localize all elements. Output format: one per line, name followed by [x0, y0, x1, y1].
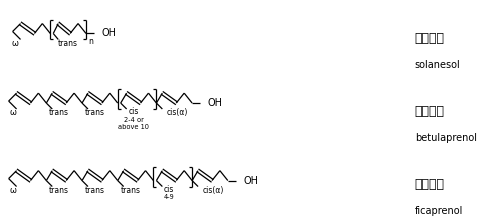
Text: trans: trans: [85, 186, 105, 195]
Text: betulaprenol: betulaprenol: [414, 133, 477, 143]
Text: 2-4 or: 2-4 or: [124, 117, 144, 123]
Text: solanesol: solanesol: [414, 60, 460, 70]
Text: OH: OH: [208, 98, 223, 108]
Text: 茄尼醇型: 茄尼醇型: [414, 32, 445, 45]
Text: OH: OH: [102, 29, 117, 39]
Text: trans: trans: [85, 109, 105, 118]
Text: trans: trans: [49, 109, 69, 118]
Text: 4-9: 4-9: [164, 194, 175, 200]
Text: ω: ω: [9, 186, 16, 195]
Text: 桦木醇型: 桦木醇型: [414, 105, 445, 118]
Text: above 10: above 10: [118, 124, 149, 130]
Text: ω: ω: [11, 39, 18, 48]
Text: trans: trans: [121, 186, 141, 195]
Text: trans: trans: [58, 39, 78, 48]
Text: 菲卡醇型: 菲卡醇型: [414, 178, 445, 191]
Text: cis: cis: [128, 107, 139, 116]
Text: trans: trans: [49, 186, 69, 195]
Text: OH: OH: [244, 176, 259, 186]
Text: ficaprenol: ficaprenol: [414, 206, 463, 216]
Text: cis: cis: [164, 185, 174, 194]
Text: n: n: [88, 37, 93, 46]
Text: cis(α): cis(α): [166, 109, 188, 118]
Text: ω: ω: [9, 109, 16, 118]
Text: cis(α): cis(α): [202, 186, 224, 195]
